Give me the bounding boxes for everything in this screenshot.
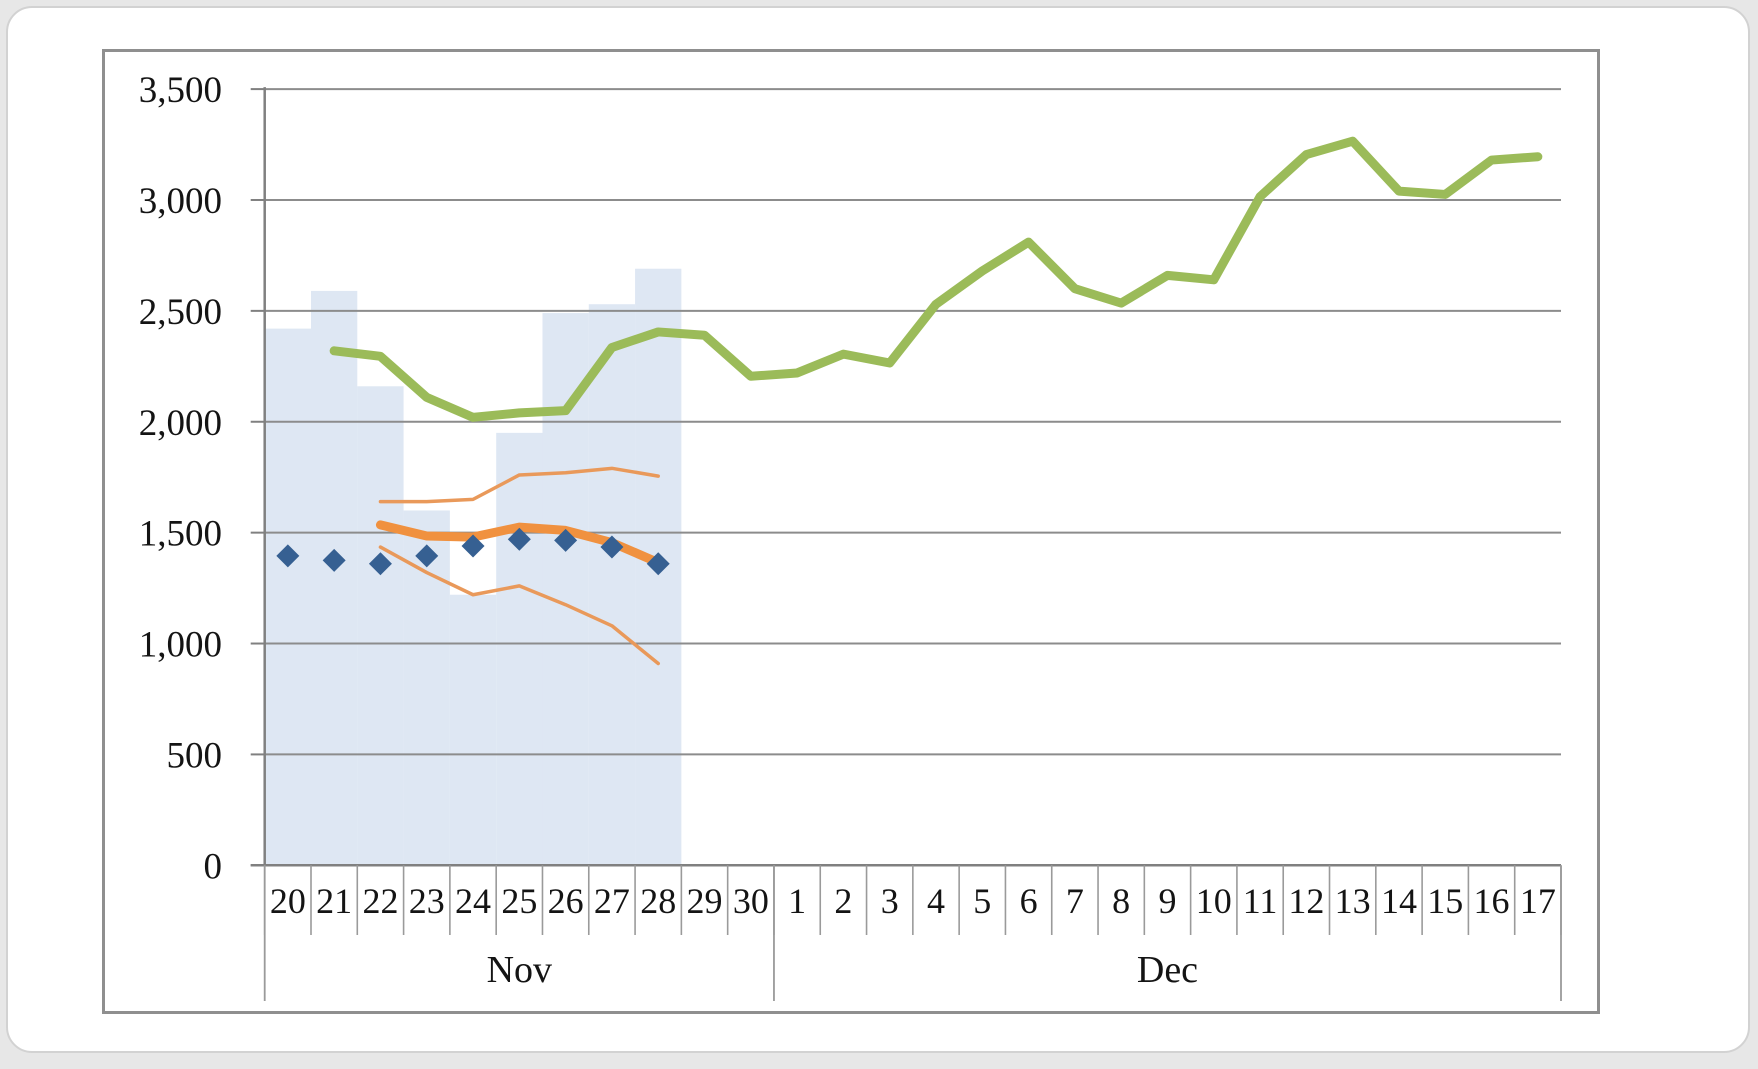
observed-diamond — [461, 534, 485, 558]
y-axis-label: 1,500 — [139, 514, 222, 555]
y-axis-label: 3,000 — [139, 181, 222, 222]
x-axis-day-label: 15 — [1427, 881, 1463, 921]
x-axis-day-label: 2 — [834, 881, 852, 921]
observed-diamond — [276, 544, 300, 568]
x-axis-day-label: 8 — [1112, 881, 1130, 921]
x-axis-day-label: 7 — [1066, 881, 1084, 921]
x-axis-day-label: 10 — [1196, 881, 1232, 921]
x-axis-day-label: 25 — [501, 881, 537, 921]
upper-band-line — [378, 466, 660, 504]
x-axis-day-label: 14 — [1381, 881, 1417, 921]
x-axis-day-label: 20 — [270, 881, 306, 921]
observed-diamond — [646, 552, 670, 576]
observed-diamond — [368, 552, 392, 576]
y-axis-label: 2,500 — [139, 292, 222, 333]
x-axis-month-label: Nov — [487, 949, 552, 991]
y-axis-label: 0 — [204, 846, 223, 887]
x-axis-day-label: 9 — [1158, 881, 1176, 921]
observed-diamond — [415, 544, 439, 568]
y-axis-label: 500 — [167, 735, 223, 776]
x-axis-day-label: 5 — [973, 881, 991, 921]
x-axis-day-label: 21 — [316, 881, 352, 921]
x-axis-day-label: 13 — [1335, 881, 1371, 921]
observed-diamond — [507, 527, 531, 551]
x-axis-day-label: 30 — [733, 881, 769, 921]
chart-card: 0 500 1,000 1,500 2,000 2,500 3,000 3,500 20 21 22… — [6, 6, 1750, 1053]
x-axis-day-label: 11 — [1243, 881, 1278, 921]
y-axis-label: 1,000 — [139, 625, 222, 666]
observed-diamond — [322, 548, 346, 572]
history-bar — [264, 328, 311, 866]
x-axis-day-label: 1 — [788, 881, 806, 921]
x-axis-day-label: 3 — [881, 881, 899, 921]
history-bar — [310, 290, 358, 866]
x-axis-day-label: 29 — [687, 881, 723, 921]
x-axis-day-label: 27 — [594, 881, 630, 921]
observed-diamond — [600, 535, 624, 559]
x-axis-day-label: 17 — [1520, 881, 1556, 921]
x-axis-day-label: 4 — [927, 881, 945, 921]
history-bar — [496, 432, 543, 866]
x-axis-day-label: 22 — [362, 881, 398, 921]
x-axis-day-label: 12 — [1288, 881, 1324, 921]
history-bar — [588, 304, 636, 866]
history-bar — [357, 386, 404, 866]
x-axis-day-label: 6 — [1020, 881, 1038, 921]
observed-diamond — [554, 528, 578, 552]
y-axis-label: 3,500 — [139, 70, 222, 111]
x-axis-day-label: 26 — [548, 881, 584, 921]
x-axis-day-label: 24 — [455, 881, 491, 921]
chart-border — [102, 49, 1600, 1014]
history-bar — [403, 510, 450, 866]
y-axis-label: 2,000 — [139, 403, 222, 444]
x-axis-month-label: Dec — [1137, 949, 1198, 991]
history-bar — [449, 594, 497, 866]
lower-band-line — [378, 545, 660, 666]
actual-line — [329, 136, 1543, 422]
x-axis-day-label: 16 — [1474, 881, 1510, 921]
x-axis-day-label: 28 — [640, 881, 676, 921]
x-axis-day-label: 23 — [409, 881, 445, 921]
